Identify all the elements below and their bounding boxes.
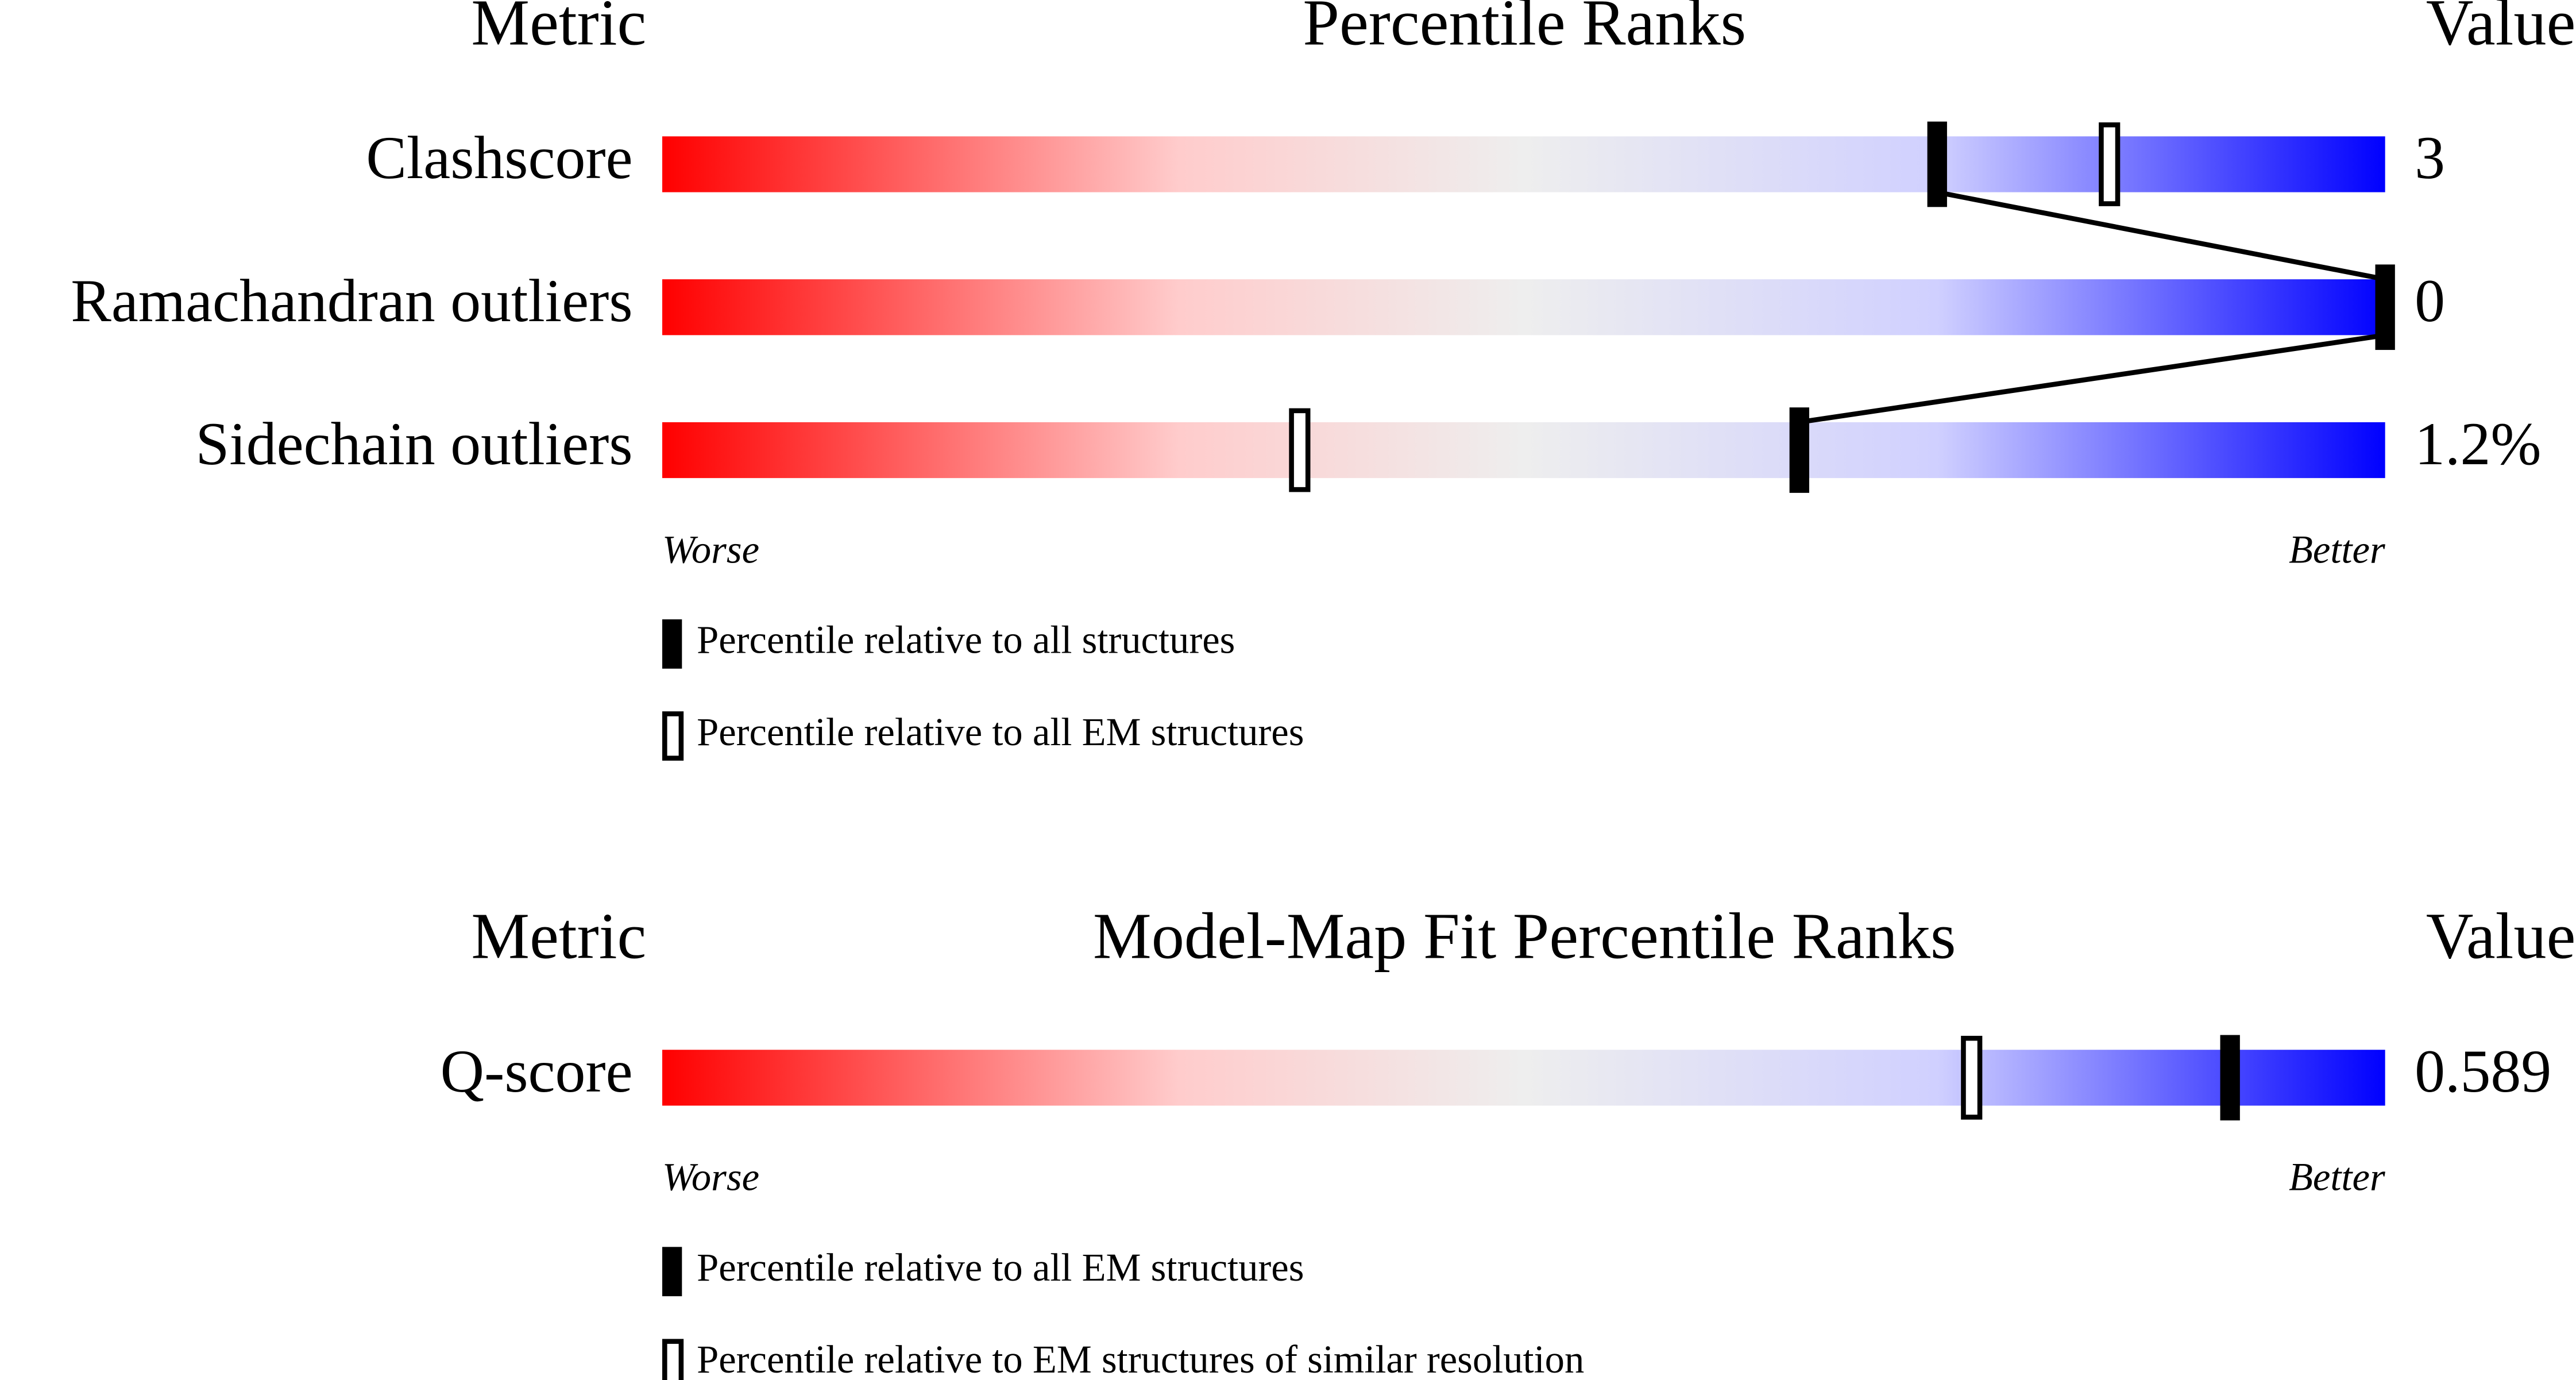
marker-open xyxy=(1961,1035,1983,1120)
chart-title: Model-Map Fit Percentile Ranks xyxy=(1093,900,1956,973)
legend-label: Percentile relative to all EM structures xyxy=(697,1246,1304,1289)
percentile-bar xyxy=(662,1050,2385,1106)
legend-marker-open xyxy=(662,711,684,761)
connector xyxy=(1799,333,2386,425)
marker-open xyxy=(2099,122,2121,206)
metric-label: Sidechain outliers xyxy=(196,410,633,477)
chart-title: Percentile Ranks xyxy=(1303,0,1746,59)
metric-header: Metric xyxy=(471,900,646,973)
marker-filled xyxy=(1789,407,1809,493)
percentile-bar xyxy=(662,136,2385,192)
value-header: Value xyxy=(2426,900,2575,973)
marker-filled xyxy=(2375,264,2395,350)
percentile-bar xyxy=(662,422,2385,479)
legend-label: Percentile relative to EM structures of … xyxy=(697,1337,1584,1380)
legend-label: Percentile relative to all structures xyxy=(697,618,1235,662)
value-header: Value xyxy=(2426,0,2575,59)
metric-label: Q-score xyxy=(441,1038,633,1105)
metric-value: 0.589 xyxy=(2415,1038,2551,1105)
percentile-chart: Metric Model-Map Fit Percentile Ranks Valu… xyxy=(441,900,2575,1380)
metric-value: 0 xyxy=(2415,267,2445,334)
metric-value: 1.2% xyxy=(2415,410,2541,477)
legend-marker-filled xyxy=(662,1247,682,1297)
better-label: Better xyxy=(2289,1155,2385,1199)
marker-filled xyxy=(2220,1035,2240,1121)
metric-value: 3 xyxy=(2415,124,2445,191)
metric-label: Ramachandran outliers xyxy=(71,267,632,334)
percentile-chart: Metric Percentile Ranks Value Clashscore 3 Ra… xyxy=(71,0,2575,761)
legend-label: Percentile relative to all EM structures xyxy=(697,710,1304,754)
worse-label: Worse xyxy=(662,1155,759,1199)
marker-open xyxy=(1289,408,1311,492)
percentile-bar xyxy=(662,279,2385,336)
marker-filled xyxy=(1927,121,1947,207)
metric-header: Metric xyxy=(471,0,646,59)
legend-marker-filled xyxy=(662,619,682,669)
metric-label: Clashscore xyxy=(366,124,632,191)
connector xyxy=(1936,190,2386,282)
legend-marker-open xyxy=(662,1339,684,1380)
better-label: Better xyxy=(2289,527,2385,571)
worse-label: Worse xyxy=(662,527,759,571)
